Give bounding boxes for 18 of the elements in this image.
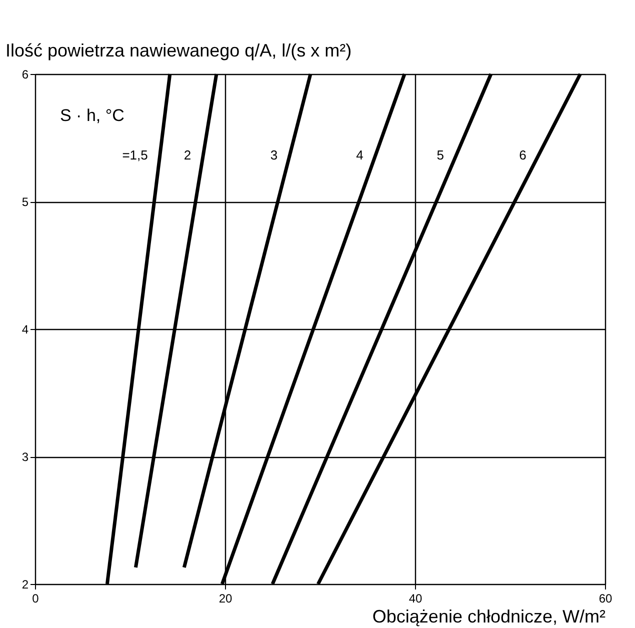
series-label: 6	[519, 148, 526, 163]
series-label: 3	[270, 148, 278, 163]
y-tick-label: 6	[22, 68, 29, 82]
x-axis-title: Obciążenie chłodnicze, W/m²	[372, 606, 606, 626]
x-tick-label: 60	[598, 592, 612, 606]
y-tick-label: 5	[22, 195, 29, 209]
y-tick-label: 3	[22, 450, 29, 464]
annotation: S · h, °C	[60, 106, 124, 125]
x-tick-label: 0	[32, 592, 40, 606]
y-tick-label: 4	[22, 322, 29, 336]
series-label: =1,5	[122, 148, 148, 163]
y-tick-label: 2	[22, 578, 29, 592]
series-label: 2	[184, 148, 192, 163]
series-label: 4	[356, 148, 364, 163]
y-axis-title: Ilość powietrza nawiewanego q/A, l/(s x m²)	[6, 40, 352, 60]
x-tick-label: 20	[218, 592, 232, 606]
series-label: 5	[436, 148, 444, 163]
x-tick-label: 40	[408, 592, 422, 606]
